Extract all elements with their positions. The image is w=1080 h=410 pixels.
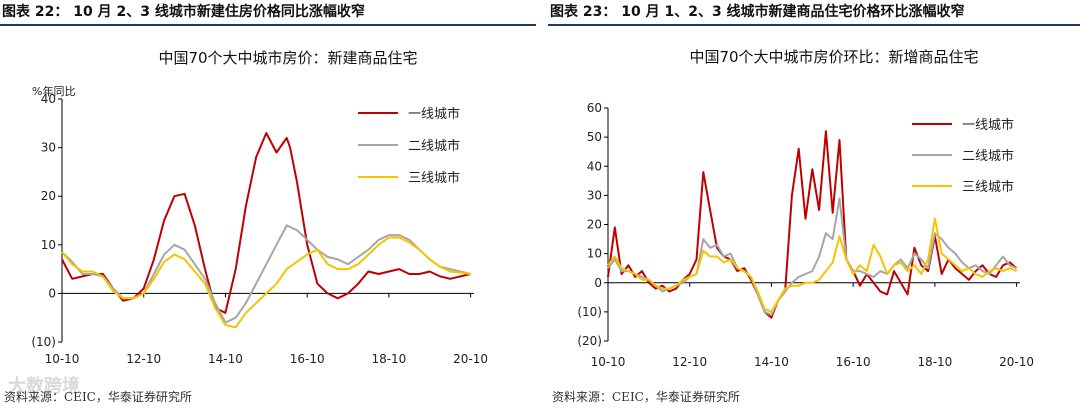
y-tick-label: 20: [41, 189, 56, 203]
x-tick-label: 12-10: [126, 352, 161, 366]
x-tick-label: 14-10: [754, 355, 789, 369]
x-tick-label: 12-10: [672, 355, 707, 369]
legend-label-1: 二线城市: [962, 148, 1014, 164]
y-tick-label: 40: [41, 92, 56, 106]
y-tick-label: 0: [594, 276, 602, 290]
legend-label-0: 一线城市: [962, 117, 1014, 133]
watermark: 大数跨境: [8, 376, 80, 397]
series-line-0: [61, 132, 471, 314]
x-tick-label: 20-10: [999, 355, 1034, 369]
chart-mom: 中国70个大中城市房价环比：新增商品住宅 (20) (10) 0 10 20 30 40 50 6…: [577, 48, 1034, 369]
chart-title: 中国70个大中城市房价：新建商品住宅: [158, 49, 417, 67]
series-line-1: [607, 197, 1017, 316]
figure-panel-left: 图表 22： 10 月 2、3 线城市新建住房价格同比涨幅收窄 中国70个大中城…: [0, 0, 536, 410]
x-tick-label: 14-10: [208, 352, 243, 366]
x-tick-label: 10-10: [591, 355, 626, 369]
legend-label-2: 三线城市: [962, 179, 1014, 195]
x-tick-label: 16-10: [836, 355, 871, 369]
y-tick-label: (10): [577, 305, 602, 319]
source-note: 资料来源：CEIC，华泰证券研究所: [552, 390, 740, 404]
y-tick-label: 40: [587, 159, 602, 173]
chart-title: 中国70个大中城市房价环比：新增商品住宅: [689, 48, 978, 66]
y-tick-label: 10: [41, 238, 56, 252]
y-tick-label: 20: [587, 218, 602, 232]
x-tick-label: 16-10: [290, 352, 325, 366]
y-tick-label: 30: [587, 188, 602, 202]
figure-panel-right: 图表 23： 10 月 1、2、3 线城市新建商品住宅价格环比涨幅收窄 中国70…: [548, 0, 1080, 410]
x-tick-label: 18-10: [917, 355, 952, 369]
x-tick-label: 18-10: [371, 352, 406, 366]
legend-label-2: 三线城市: [408, 170, 460, 186]
y-axis-label: %年同比: [32, 84, 75, 98]
y-tick-label: (20): [577, 334, 602, 348]
x-tick-label: 10-10: [45, 352, 80, 366]
y-tick-label: 10: [587, 247, 602, 261]
x-tick-label: 20-10: [453, 352, 488, 366]
y-tick-label: 0: [48, 286, 56, 300]
y-tick-label: 30: [41, 141, 56, 155]
y-tick-label: 60: [587, 101, 602, 115]
y-tick-label: (10): [31, 335, 56, 349]
source-note: 资料来源：CEIC，华泰证券研究所: [4, 390, 192, 404]
series-line-2: [607, 217, 1017, 313]
figure-title: 图表 22： 10 月 2、3 线城市新建住房价格同比涨幅收窄: [0, 2, 536, 26]
chart-yoy: 中国70个大中城市房价：新建商品住宅 %年同比 (10) 0 10 20 30 40 10-10…: [31, 49, 488, 366]
y-tick-label: 50: [587, 130, 602, 144]
legend-label-1: 二线城市: [408, 138, 460, 154]
series-line-2: [61, 236, 471, 329]
figure-title: 图表 23： 10 月 1、2、3 线城市新建商品住宅价格环比涨幅收窄: [548, 2, 1080, 26]
legend-label-0: 一线城市: [408, 106, 460, 122]
series-line-0: [607, 130, 1018, 319]
